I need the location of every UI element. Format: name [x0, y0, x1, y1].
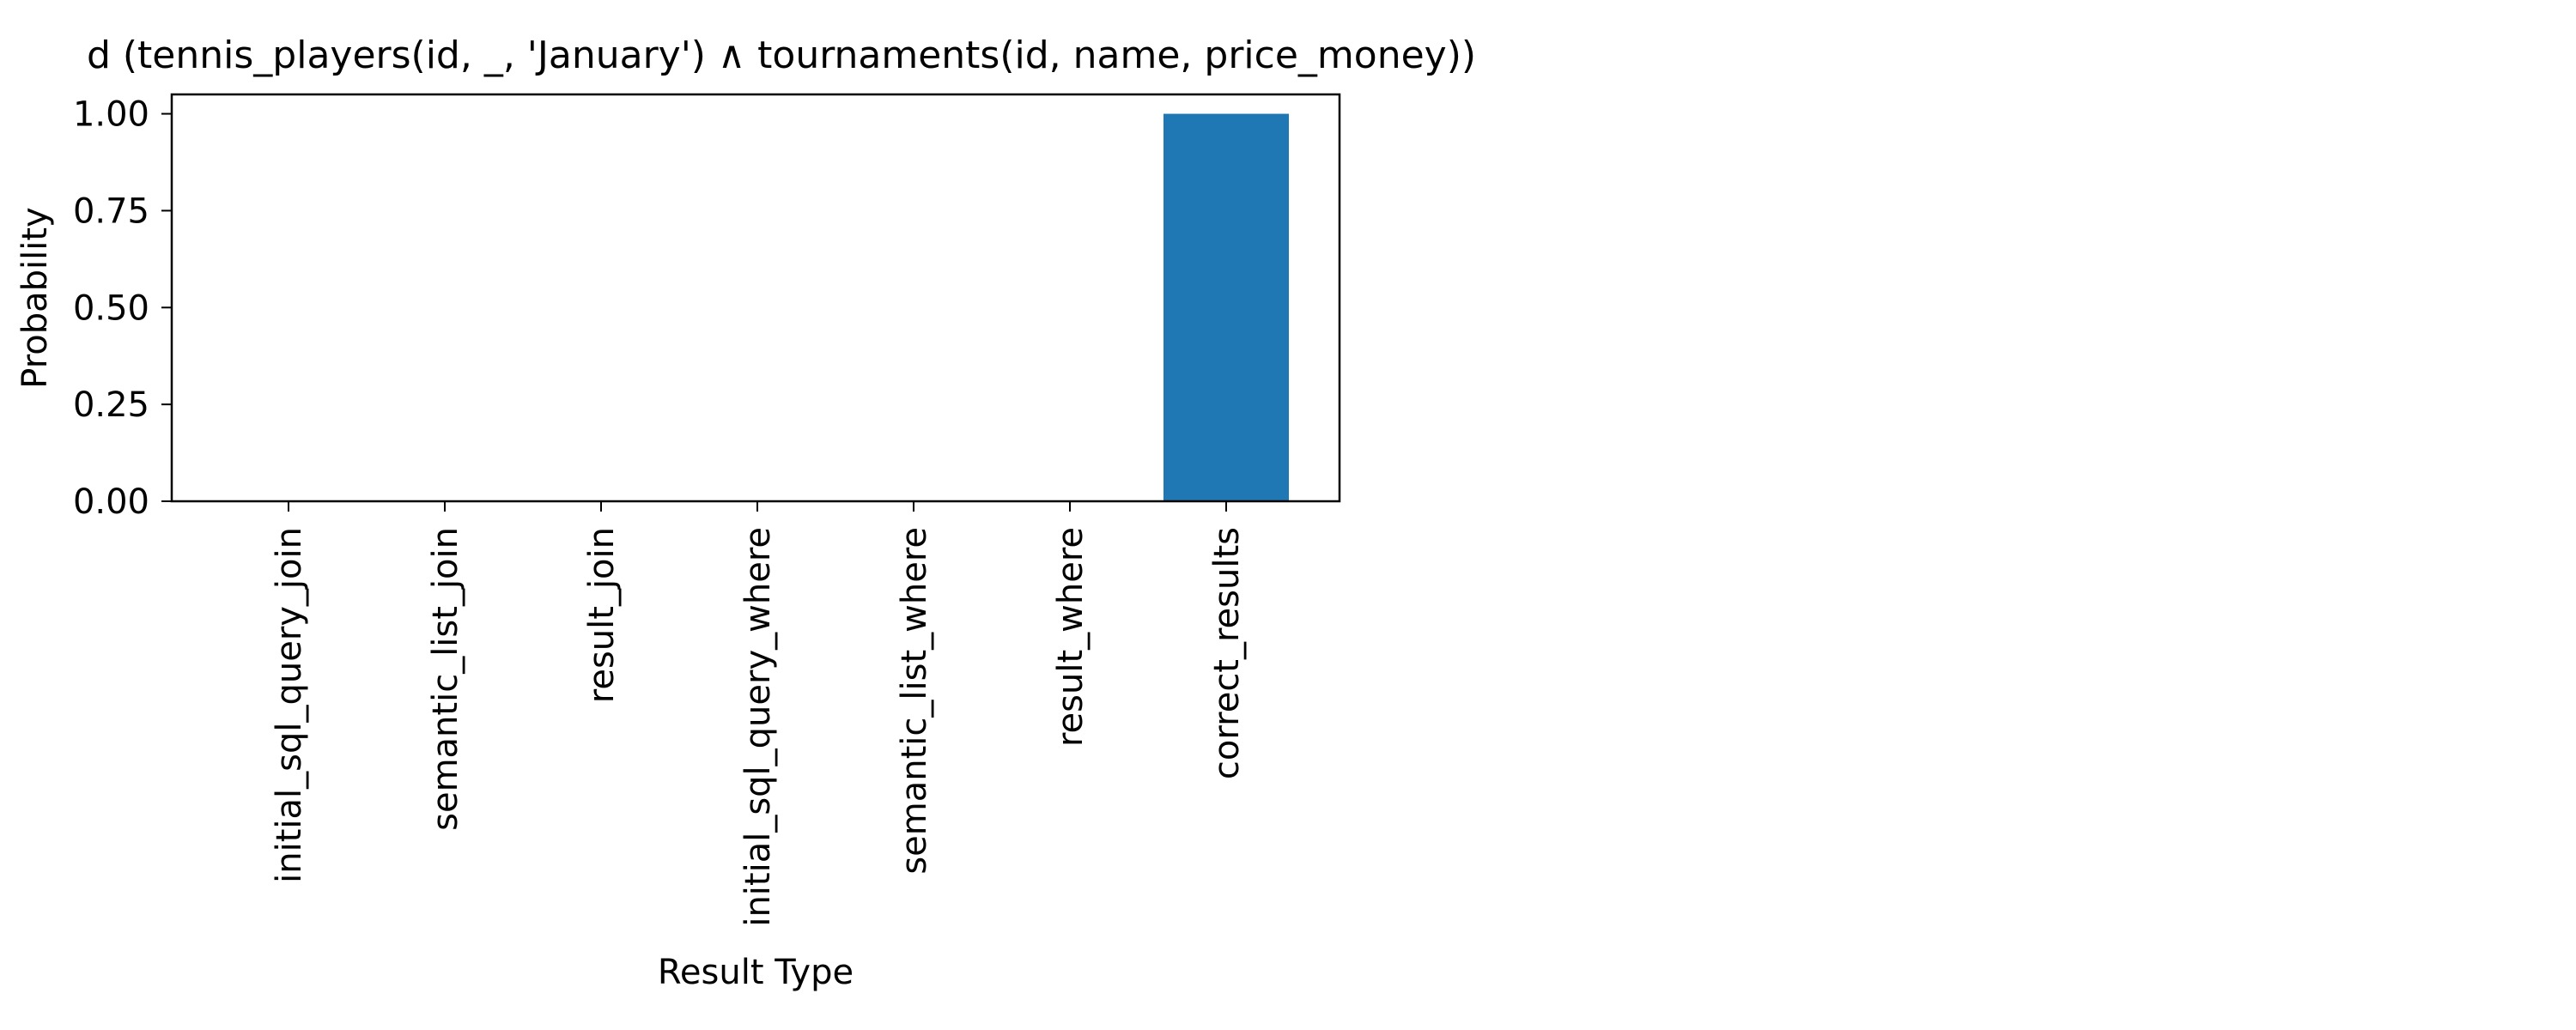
- x-tick-label: result_where: [1051, 527, 1091, 747]
- y-tick-label: 0.50: [73, 288, 149, 328]
- x-tick-label: correct_results: [1207, 527, 1247, 779]
- x-axis: initial_sql_query_join semantic_list_join…: [270, 501, 1247, 927]
- x-tick-label: semantic_list_join: [426, 527, 465, 831]
- x-tick-label: initial_sql_query_join: [270, 527, 309, 883]
- x-tick-label: initial_sql_query_where: [738, 527, 778, 927]
- y-axis: 0.00 0.25 0.50 0.75 1.00: [73, 95, 172, 522]
- x-axis-label: Result Type: [658, 953, 854, 992]
- chart-title: d (tennis_players(id, _, 'January') ∧ to…: [87, 33, 1476, 77]
- x-tick-label: semantic_list_where: [895, 527, 934, 875]
- y-tick-label: 0.25: [73, 385, 149, 425]
- bars: [1163, 113, 1289, 502]
- x-tick-label: result_join: [582, 527, 622, 703]
- y-axis-label: Probability: [15, 207, 55, 388]
- plot-frame: [170, 93, 1341, 503]
- y-tick-label: 1.00: [73, 95, 149, 135]
- y-tick-label: 0.00: [73, 482, 149, 522]
- y-tick-label: 0.75: [73, 191, 149, 231]
- bar-correct_results: [1163, 113, 1289, 502]
